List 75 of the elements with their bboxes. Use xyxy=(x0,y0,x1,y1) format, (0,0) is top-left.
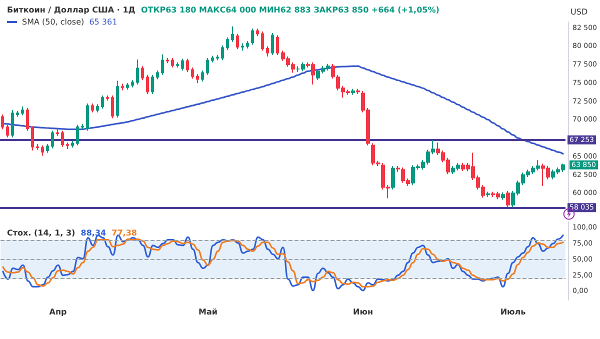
candlestick xyxy=(276,34,279,56)
candlestick xyxy=(146,74,149,94)
chart-subtitle: ОТКР63 180 МАКС64 000 МИН62 883 ЗАКР63 850 +664 (+1,05%) xyxy=(140,6,440,14)
candlestick xyxy=(241,42,244,52)
candlestick xyxy=(61,130,64,148)
candlestick xyxy=(106,94,109,102)
candlestick xyxy=(111,94,114,119)
candlestick xyxy=(11,110,14,138)
candlestick xyxy=(51,130,54,149)
candlestick xyxy=(206,57,209,76)
candlestick xyxy=(256,28,259,36)
candlestick xyxy=(216,54,219,61)
candlestick xyxy=(486,191,490,198)
candlestick xyxy=(6,124,9,138)
candlestick xyxy=(351,88,355,96)
text: Стох. (14, 1, 3) xyxy=(7,228,76,238)
chart-title: Биткоин / Доллар США · 1Д xyxy=(7,6,136,14)
candlestick xyxy=(231,26,234,42)
x-tick-label: Май xyxy=(198,308,218,316)
candlestick xyxy=(176,62,179,68)
candlestick xyxy=(121,83,124,91)
candlestick xyxy=(356,88,360,94)
candlestick xyxy=(186,58,189,72)
y-axis-title: USD xyxy=(570,8,588,16)
candlestick xyxy=(126,82,129,90)
candlestick xyxy=(251,28,254,46)
line-series xyxy=(2,65,564,155)
candlestick xyxy=(131,80,134,88)
candlestick xyxy=(266,46,269,58)
annotation: 88,34 xyxy=(80,228,107,238)
candlestick xyxy=(91,103,94,113)
candlestick xyxy=(226,36,229,50)
x-tick-label: Июн xyxy=(353,308,373,316)
candlestick xyxy=(96,104,99,113)
x-tick-label: Апр xyxy=(49,308,67,316)
annotation: 77,38 xyxy=(112,228,138,238)
candlestick xyxy=(46,143,49,154)
candlestick xyxy=(506,190,510,208)
candlestick xyxy=(181,58,184,71)
candlestick xyxy=(211,55,214,63)
candlestick xyxy=(221,45,224,61)
candlestick xyxy=(76,124,79,146)
candlestick xyxy=(71,140,74,148)
candlestick xyxy=(141,66,144,81)
candlestick xyxy=(261,31,264,52)
candlestick xyxy=(236,33,239,50)
candlestick xyxy=(151,74,154,94)
candlestick xyxy=(31,126,34,152)
candlestick xyxy=(41,144,44,156)
candlestick xyxy=(161,54,164,76)
candlestick xyxy=(1,114,4,130)
candlestick xyxy=(86,103,89,132)
candlestick xyxy=(201,70,204,82)
candlestick xyxy=(501,192,505,200)
annotation: 65 361 xyxy=(89,18,118,26)
candlestick xyxy=(271,32,274,56)
candlestick xyxy=(101,94,104,110)
legend-label: SMA (50, close) xyxy=(22,18,90,26)
candlestick xyxy=(246,40,249,49)
candlestick xyxy=(26,107,29,132)
candlestick xyxy=(391,165,395,190)
candlestick xyxy=(16,110,19,118)
candlestick xyxy=(136,58,139,85)
candlestick xyxy=(166,57,169,64)
candlestick xyxy=(191,67,194,80)
candlestick xyxy=(156,70,159,80)
candlestick xyxy=(21,106,24,116)
candlestick xyxy=(196,74,199,84)
candlestick xyxy=(36,143,39,150)
candlestick xyxy=(171,57,174,68)
candlestick xyxy=(56,128,59,136)
candlestick xyxy=(81,124,84,130)
x-tick-label: Июль xyxy=(500,308,526,316)
candlestick xyxy=(66,142,69,150)
candlestick xyxy=(116,80,119,118)
